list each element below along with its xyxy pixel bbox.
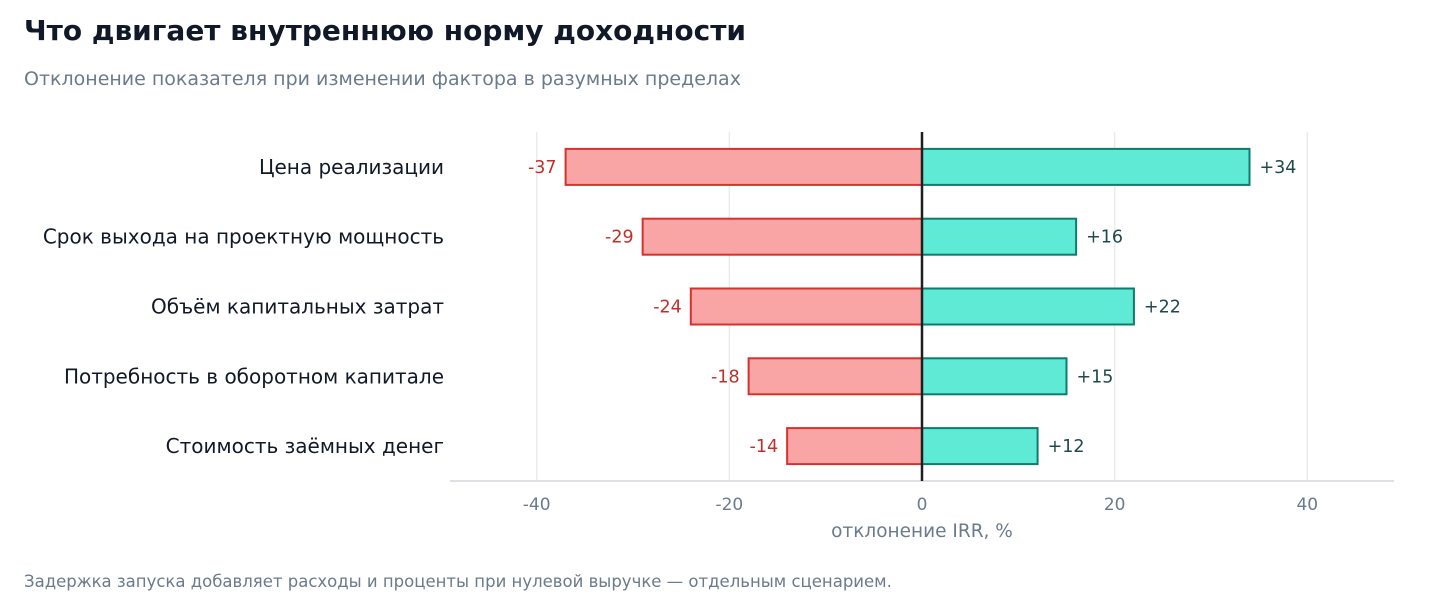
value-label-positive: +16	[1086, 228, 1123, 248]
chart-title: Что двигает внутреннюю норму доходности	[24, 14, 747, 47]
category-label: Срок выхода на проектную мощность	[43, 225, 444, 249]
category-label: Цена реализации	[259, 155, 444, 179]
x-tick-label: 40	[1296, 495, 1318, 515]
footnote: Задержка запуска добавляет расходы и про…	[24, 572, 892, 591]
bar-positive	[921, 287, 1135, 326]
x-axis-title: отклонение IRR, %	[831, 521, 1013, 542]
value-label-negative: -14	[750, 437, 779, 457]
bar-negative	[564, 147, 924, 186]
value-label-negative: -37	[528, 158, 557, 178]
value-label-negative: -29	[605, 228, 634, 248]
labels: -40 -20 0 20 40 Цена реализации -37 +34 Срок вых…	[43, 155, 1318, 515]
value-label-positive: +15	[1076, 367, 1113, 387]
x-tick-label: -20	[715, 495, 743, 515]
bar-negative	[786, 427, 924, 466]
value-label-negative: -24	[653, 298, 682, 318]
value-label-positive: +22	[1144, 298, 1181, 318]
bar-positive	[921, 357, 1068, 396]
category-label: Объём капитальных затрат	[151, 295, 444, 319]
x-tick-label: 0	[917, 495, 928, 515]
value-label-positive: +34	[1260, 158, 1297, 178]
category-label: Потребность в оборотном капитале	[64, 364, 444, 388]
value-label-negative: -18	[711, 367, 740, 387]
bar-positive	[921, 427, 1039, 466]
bar-positive	[921, 147, 1251, 186]
bar-negative	[641, 217, 923, 256]
chart-subtitle: Отклонение показателя при изменении факт…	[24, 68, 741, 90]
value-label-positive: +12	[1048, 437, 1085, 457]
bar-negative	[689, 287, 924, 326]
x-tick-label: -40	[523, 495, 551, 515]
bar-positive	[921, 217, 1078, 256]
bar-negative	[747, 357, 923, 396]
category-label: Стоимость заёмных денег	[166, 434, 444, 458]
x-tick-label: 20	[1104, 495, 1126, 515]
bars	[564, 132, 1251, 481]
